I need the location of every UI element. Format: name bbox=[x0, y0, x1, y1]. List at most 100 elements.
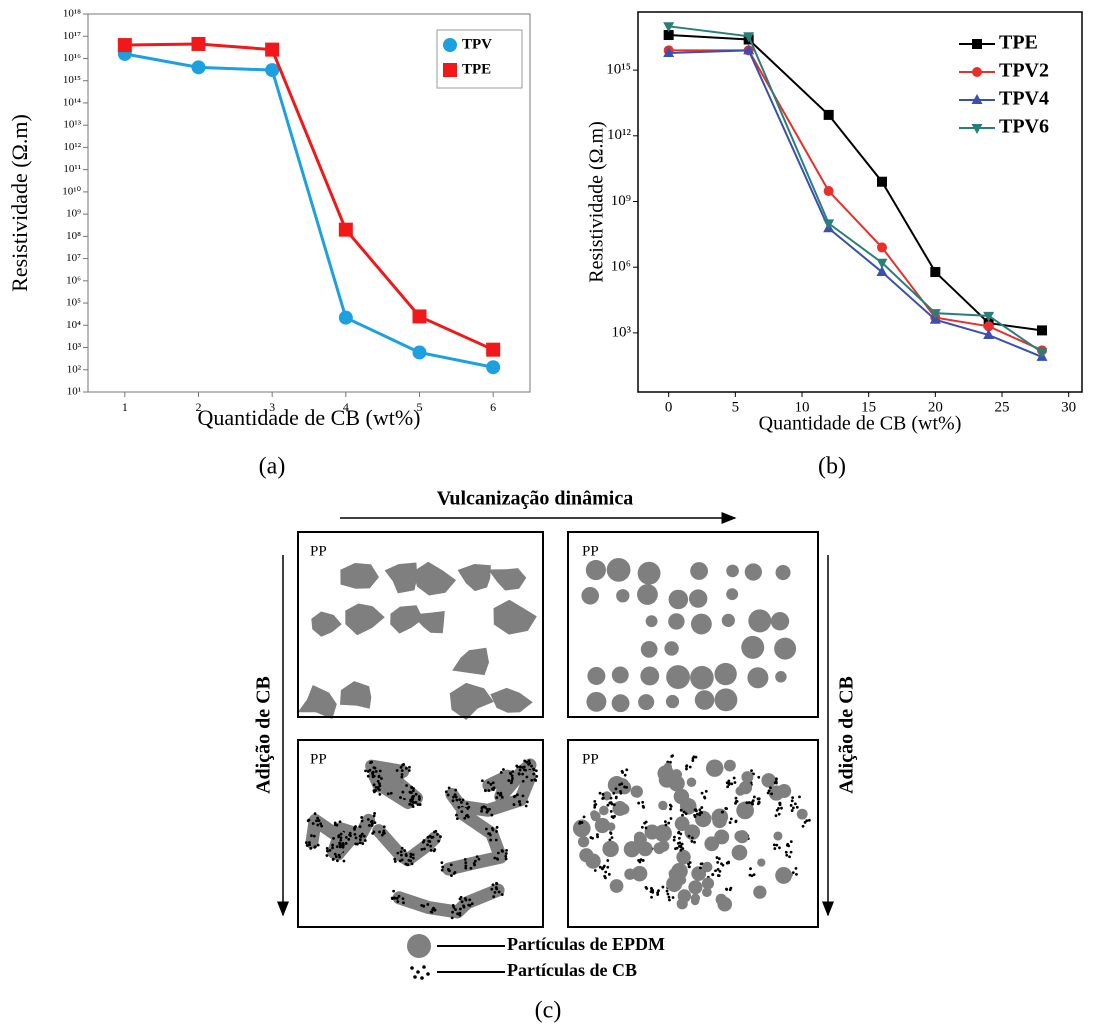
cb-particle bbox=[609, 801, 613, 804]
cb-particle bbox=[665, 889, 669, 893]
point bbox=[338, 310, 353, 325]
cb-particle bbox=[790, 809, 794, 812]
cb-particle bbox=[596, 835, 599, 839]
epdm-domain bbox=[392, 883, 505, 919]
epdm-domain bbox=[297, 685, 337, 719]
cb-particle bbox=[785, 843, 789, 847]
point bbox=[823, 219, 835, 230]
cb-particle bbox=[614, 796, 618, 800]
epdm-particle bbox=[572, 819, 591, 838]
cb-particle bbox=[456, 912, 460, 916]
cb-particle bbox=[530, 764, 533, 768]
legend-marker bbox=[443, 63, 457, 77]
cb-particle bbox=[600, 867, 604, 871]
cb-particle bbox=[609, 796, 613, 800]
epdm-particle bbox=[676, 849, 691, 865]
cb-particle bbox=[734, 801, 737, 805]
cb-particle bbox=[602, 796, 605, 800]
point bbox=[876, 266, 888, 277]
cb-particle bbox=[400, 769, 404, 773]
point bbox=[877, 242, 887, 253]
cb-particle bbox=[717, 874, 721, 877]
cb-particle bbox=[305, 844, 309, 847]
cb-particle bbox=[420, 848, 424, 851]
cb-particle bbox=[484, 789, 487, 793]
cb-particle bbox=[311, 822, 315, 825]
cb-particle bbox=[366, 774, 370, 778]
cb-particle bbox=[728, 821, 732, 824]
cb-particle bbox=[408, 790, 412, 794]
cb-particle bbox=[411, 856, 415, 860]
cb-particle bbox=[382, 825, 386, 829]
epdm-domain bbox=[452, 647, 489, 676]
cb-particle bbox=[429, 848, 433, 852]
cb-particle bbox=[676, 842, 680, 845]
cb-particle bbox=[464, 861, 468, 865]
epdm-domain bbox=[390, 605, 424, 634]
cb-particle bbox=[609, 809, 613, 813]
epdm-particle bbox=[726, 564, 739, 578]
cb-particle bbox=[470, 902, 474, 906]
cb-particle bbox=[372, 814, 376, 818]
cb-particle bbox=[789, 850, 793, 854]
cb-particle bbox=[331, 846, 334, 850]
box-label: PP bbox=[582, 751, 599, 767]
cb-particle bbox=[717, 857, 721, 861]
point bbox=[823, 186, 834, 197]
cb-particle bbox=[527, 759, 531, 763]
cb-particle bbox=[451, 904, 455, 907]
epdm-particle bbox=[775, 867, 793, 884]
cb-particle bbox=[733, 781, 737, 784]
cb-particle bbox=[509, 772, 513, 776]
cb-particle bbox=[608, 838, 612, 842]
cb-particle bbox=[641, 800, 645, 804]
cb-particle bbox=[732, 776, 736, 780]
cb-particle bbox=[335, 859, 339, 863]
cb-particle bbox=[373, 821, 377, 825]
epdm-particle bbox=[717, 896, 733, 912]
cb-particle bbox=[669, 817, 673, 820]
cb-particle bbox=[404, 862, 408, 866]
cb-particle bbox=[727, 779, 731, 783]
cb-particle bbox=[317, 819, 321, 822]
cb-particle bbox=[401, 790, 405, 794]
cb-particle bbox=[598, 865, 602, 869]
cb-particle bbox=[499, 791, 503, 795]
cb-particle bbox=[606, 865, 610, 869]
chart: 10³ 10⁶ 10⁹ 10¹² 10¹⁵ 0 5 10 15 20 25 30 Quantidade … bbox=[586, 11, 1083, 435]
cb-particle bbox=[373, 812, 376, 815]
cb-particle bbox=[403, 849, 407, 852]
cb-particle bbox=[772, 843, 776, 847]
cb-particle bbox=[486, 781, 490, 784]
cb-particle bbox=[775, 777, 778, 781]
cb-particle bbox=[370, 819, 374, 823]
cb-particle bbox=[601, 792, 605, 796]
series-line bbox=[668, 25, 1043, 354]
cb-particle bbox=[521, 794, 525, 798]
cb-particle bbox=[598, 791, 602, 795]
y-tick-label: 10¹⁷ bbox=[63, 30, 81, 42]
y-tick-label: 10⁸ bbox=[66, 230, 81, 242]
cb-particle bbox=[674, 847, 677, 851]
cb-particle bbox=[729, 817, 733, 821]
epdm-particle bbox=[657, 765, 674, 782]
cb-particle bbox=[434, 829, 438, 833]
series-line bbox=[668, 49, 1043, 358]
cb-particle bbox=[417, 795, 421, 798]
cb-particle bbox=[439, 835, 442, 839]
cb-particle bbox=[734, 796, 738, 800]
point bbox=[930, 267, 941, 278]
cb-particle bbox=[650, 886, 653, 890]
epdm-particle bbox=[712, 813, 727, 829]
epdm-particle bbox=[668, 613, 685, 630]
cb-particle bbox=[690, 839, 694, 843]
legend-marker bbox=[443, 38, 457, 52]
cb-particle bbox=[500, 849, 504, 852]
point bbox=[1036, 348, 1048, 359]
cb-particle bbox=[778, 803, 782, 807]
cb-particle bbox=[451, 799, 455, 803]
cb-particle bbox=[681, 813, 684, 817]
point bbox=[1037, 325, 1047, 336]
cb-particle bbox=[530, 778, 534, 782]
